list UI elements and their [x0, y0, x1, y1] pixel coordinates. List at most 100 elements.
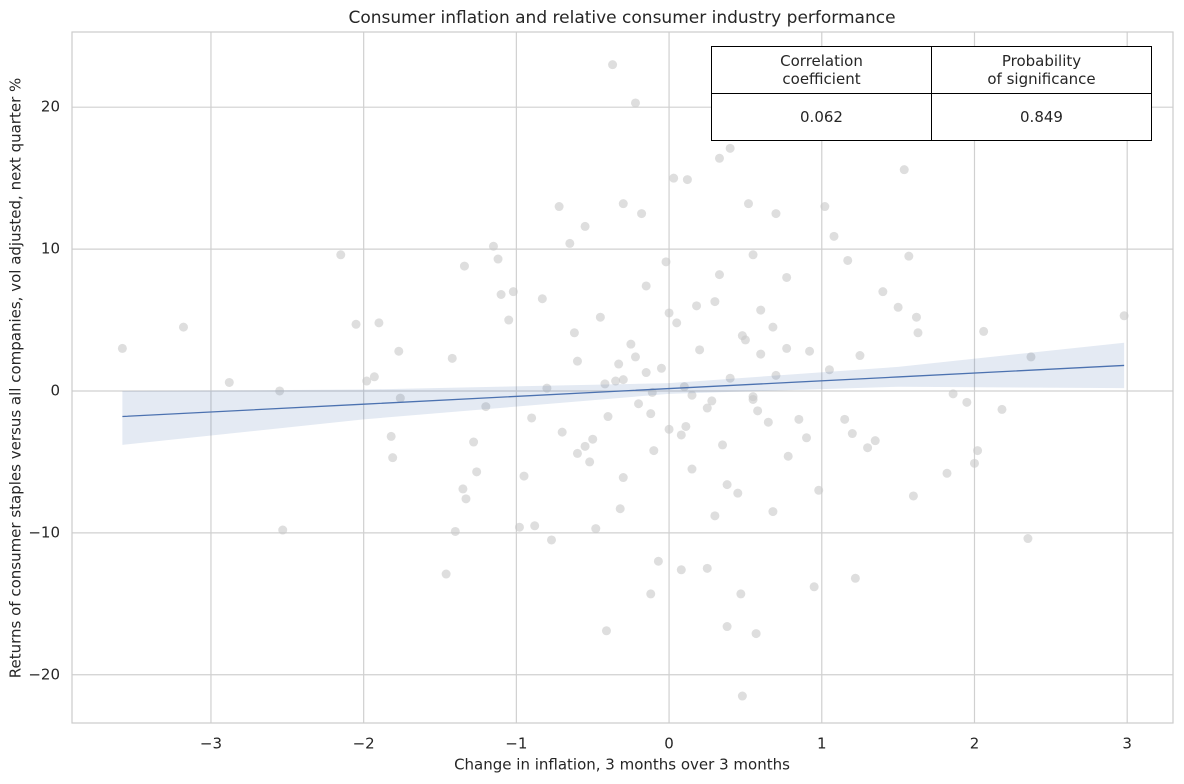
point	[595, 312, 605, 322]
point	[979, 326, 989, 336]
point	[618, 375, 628, 385]
point	[336, 250, 346, 260]
point	[878, 287, 888, 297]
point	[748, 394, 758, 404]
point	[591, 524, 601, 534]
point	[472, 467, 482, 477]
point	[676, 565, 686, 575]
point	[450, 526, 460, 536]
point	[488, 241, 498, 251]
point	[634, 399, 644, 409]
regression-line	[122, 364, 1125, 418]
point	[656, 363, 666, 373]
point	[615, 504, 625, 514]
point	[913, 328, 923, 338]
point	[572, 448, 582, 458]
point	[722, 622, 732, 632]
point	[904, 251, 914, 261]
y-tick-label: −20	[28, 665, 60, 683]
point	[714, 270, 724, 280]
y-tick-label: 10	[41, 240, 60, 258]
point	[386, 431, 396, 441]
point	[447, 353, 457, 363]
point	[493, 254, 503, 264]
point	[702, 563, 712, 573]
point	[768, 507, 778, 517]
x-tick-label: −2	[353, 735, 375, 753]
point	[569, 328, 579, 338]
point	[997, 404, 1007, 414]
point	[893, 302, 903, 312]
point	[829, 231, 839, 241]
y-axis-label: Returns of consumer staples versus all c…	[7, 78, 25, 679]
point	[664, 308, 674, 318]
point	[973, 446, 983, 456]
point	[572, 356, 582, 366]
point	[630, 98, 640, 108]
point	[802, 433, 812, 443]
point	[737, 691, 747, 701]
point	[809, 582, 819, 592]
point	[718, 440, 728, 450]
point	[948, 389, 958, 399]
point	[565, 238, 575, 248]
point	[496, 289, 506, 299]
point	[969, 458, 979, 468]
point	[736, 589, 746, 599]
point	[369, 372, 379, 382]
point	[459, 261, 469, 271]
point	[646, 409, 656, 419]
point	[794, 414, 804, 424]
point	[537, 294, 547, 304]
point	[653, 556, 663, 566]
stats-table: Correlation coefficient Probability of si…	[711, 46, 1152, 141]
point	[580, 221, 590, 231]
point	[275, 386, 285, 396]
point	[908, 491, 918, 501]
point	[395, 393, 405, 403]
table-header: Probability of significance	[931, 46, 1152, 94]
point	[748, 250, 758, 260]
point	[469, 437, 479, 447]
x-tick-label: 3	[1122, 735, 1132, 753]
x-tick-label: 0	[664, 735, 674, 753]
point	[692, 301, 702, 311]
point	[962, 397, 972, 407]
point	[374, 318, 384, 328]
point	[840, 414, 850, 424]
point	[824, 365, 834, 375]
point	[850, 573, 860, 583]
point	[763, 417, 773, 427]
point	[725, 373, 735, 383]
point	[672, 318, 682, 328]
point	[394, 346, 404, 356]
point	[530, 521, 540, 531]
chart-title: Consumer inflation and relative consumer…	[348, 8, 895, 28]
point	[710, 511, 720, 521]
point	[557, 427, 567, 437]
x-tick-label: 1	[817, 735, 827, 753]
point	[461, 494, 471, 504]
x-tick-label: −3	[200, 735, 222, 753]
point	[178, 322, 188, 332]
point	[756, 305, 766, 315]
point	[782, 272, 792, 282]
point	[753, 406, 763, 416]
point	[899, 165, 909, 175]
point	[637, 209, 647, 219]
point	[843, 255, 853, 265]
point	[707, 396, 717, 406]
point	[641, 368, 651, 378]
table-cell: 0.062	[711, 93, 932, 141]
y-tick-label: 0	[50, 381, 60, 399]
point	[768, 322, 778, 332]
point	[224, 377, 234, 387]
point	[682, 175, 692, 185]
point	[870, 436, 880, 446]
point	[351, 319, 361, 329]
x-tick-label: 2	[970, 735, 980, 753]
point	[722, 480, 732, 490]
point	[630, 352, 640, 362]
